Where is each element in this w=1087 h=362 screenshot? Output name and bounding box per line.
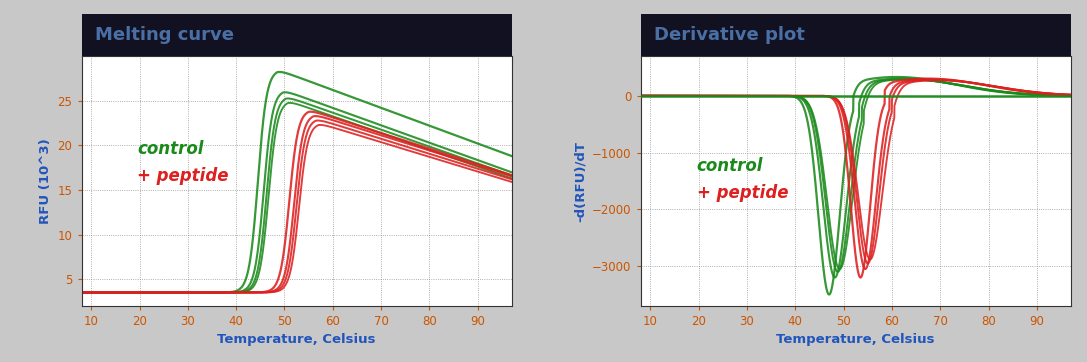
Text: control: control [137,139,204,157]
Text: control: control [697,157,763,175]
Text: Derivative plot: Derivative plot [653,26,804,44]
Text: + peptide: + peptide [697,185,788,202]
Text: + peptide: + peptide [137,167,229,185]
Y-axis label: RFU (10^3): RFU (10^3) [39,138,52,224]
Y-axis label: -d(RFU)/dT: -d(RFU)/dT [574,140,587,222]
X-axis label: Temperature, Celsius: Temperature, Celsius [776,333,935,346]
Text: Melting curve: Melting curve [95,26,234,44]
X-axis label: Temperature, Celsius: Temperature, Celsius [217,333,376,346]
